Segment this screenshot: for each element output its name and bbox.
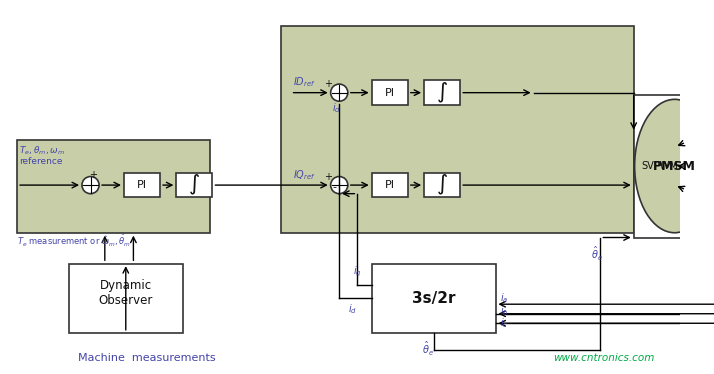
- Text: $i_b$: $i_b$: [501, 304, 509, 318]
- FancyBboxPatch shape: [371, 80, 408, 105]
- Text: $ID_{ref}$: $ID_{ref}$: [293, 75, 315, 89]
- FancyBboxPatch shape: [424, 173, 461, 197]
- Text: www.cntronics.com: www.cntronics.com: [553, 353, 654, 364]
- FancyBboxPatch shape: [424, 80, 461, 105]
- Text: $\int$: $\int$: [436, 173, 448, 197]
- Text: PI: PI: [385, 180, 395, 190]
- Text: $T_e, \theta_m, \omega_m$: $T_e, \theta_m, \omega_m$: [19, 145, 65, 157]
- Circle shape: [331, 84, 348, 101]
- FancyBboxPatch shape: [69, 264, 183, 333]
- Text: reference: reference: [19, 157, 63, 166]
- Text: $IQ_{ref}$: $IQ_{ref}$: [293, 168, 316, 182]
- Text: PI: PI: [385, 88, 395, 98]
- Text: $\int$: $\int$: [188, 173, 201, 197]
- FancyBboxPatch shape: [633, 95, 686, 237]
- Text: $T_e$ measurement or $\hat{\omega}_m, \hat{\theta}_m$: $T_e$ measurement or $\hat{\omega}_m, \h…: [17, 233, 131, 249]
- Text: +: +: [89, 171, 97, 180]
- FancyBboxPatch shape: [371, 264, 496, 333]
- Text: $\int$: $\int$: [436, 81, 448, 105]
- Text: -: -: [333, 89, 336, 98]
- Text: +: +: [324, 172, 332, 183]
- Circle shape: [331, 177, 348, 194]
- Text: 3s/2r: 3s/2r: [412, 291, 456, 306]
- FancyBboxPatch shape: [124, 173, 160, 197]
- FancyBboxPatch shape: [371, 173, 408, 197]
- Text: $i_c$: $i_c$: [501, 316, 508, 330]
- FancyBboxPatch shape: [281, 26, 633, 233]
- Text: +: +: [324, 79, 332, 89]
- Text: -: -: [82, 180, 86, 190]
- Text: Dynamic
Observer: Dynamic Observer: [99, 279, 153, 307]
- Text: $\hat{\theta}_e$: $\hat{\theta}_e$: [422, 340, 434, 358]
- Text: $i_d$: $i_d$: [331, 101, 341, 114]
- Ellipse shape: [635, 99, 714, 233]
- Text: $i_a$: $i_a$: [501, 291, 508, 305]
- Text: PI: PI: [137, 180, 147, 190]
- Circle shape: [82, 177, 99, 194]
- Text: -: -: [333, 182, 336, 192]
- FancyBboxPatch shape: [17, 140, 210, 233]
- Text: Machine  measurements: Machine measurements: [78, 353, 216, 364]
- Text: $i_q$: $i_q$: [353, 264, 361, 279]
- Text: PMSM: PMSM: [653, 160, 696, 172]
- Text: $i_d$: $i_d$: [348, 302, 357, 316]
- Text: $\hat{\theta}_e$: $\hat{\theta}_e$: [590, 245, 603, 263]
- FancyBboxPatch shape: [176, 173, 213, 197]
- Text: SVPWM: SVPWM: [641, 161, 678, 171]
